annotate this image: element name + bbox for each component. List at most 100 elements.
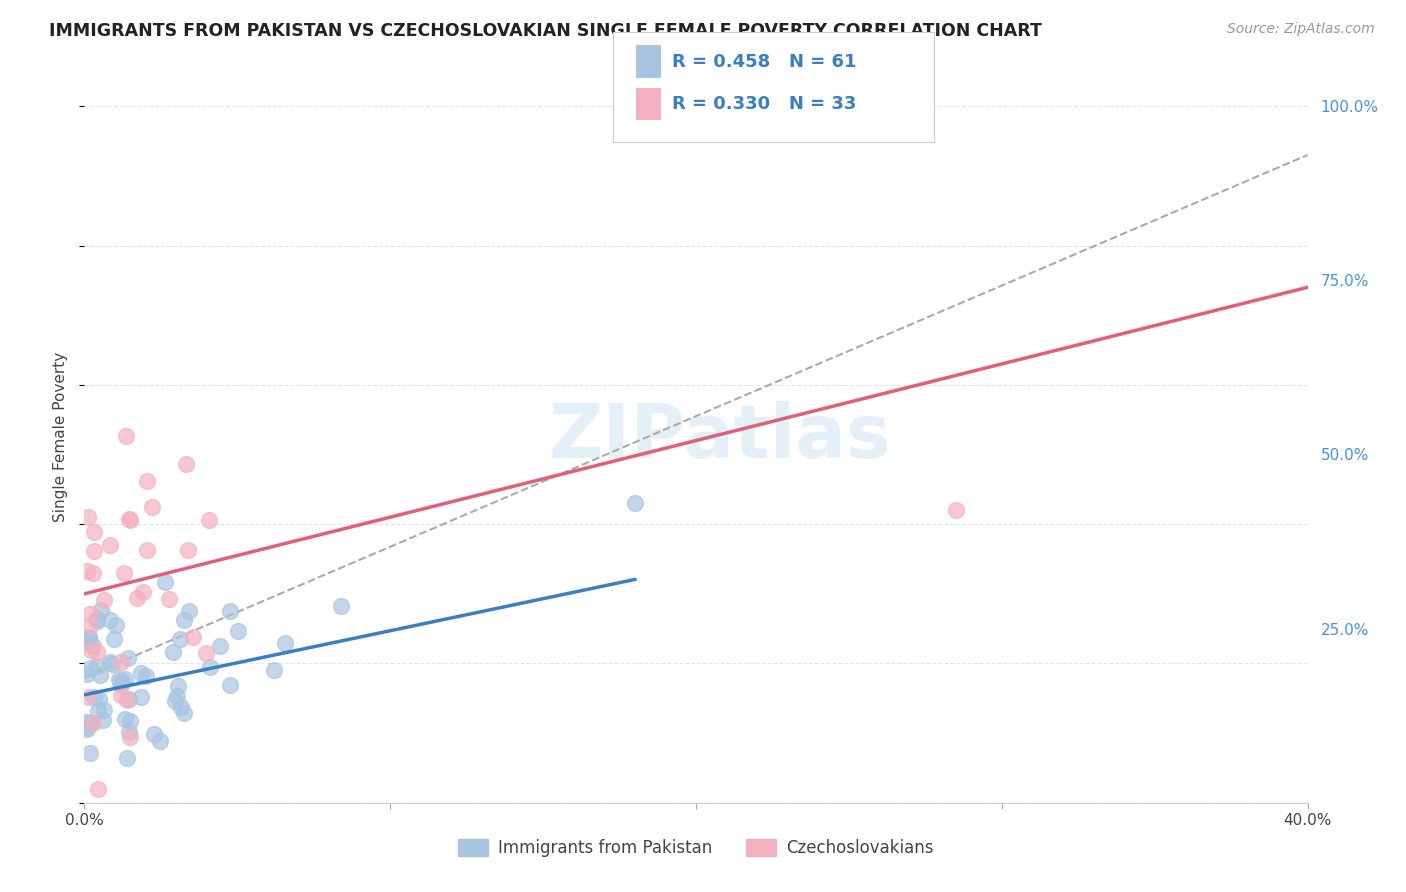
Immigrants from Pakistan <box>89 667 111 681</box>
Immigrants from Pakistan <box>173 614 195 628</box>
Czechoslovakians <box>945 503 967 517</box>
Immigrants from Pakistan <box>77 631 100 645</box>
Immigrants from Pakistan <box>149 734 172 748</box>
Immigrants from Pakistan <box>330 599 353 614</box>
Immigrants from Pakistan <box>162 645 184 659</box>
Czechoslovakians <box>174 458 197 472</box>
Immigrants from Pakistan <box>170 700 193 714</box>
Immigrants from Pakistan <box>169 632 191 646</box>
Immigrants from Pakistan <box>79 746 101 760</box>
Immigrants from Pakistan <box>228 624 250 638</box>
Immigrants from Pakistan <box>108 675 131 690</box>
Immigrants from Pakistan <box>82 640 104 654</box>
Czechoslovakians <box>76 510 98 524</box>
Immigrants from Pakistan <box>87 704 110 718</box>
Czechoslovakians <box>131 585 153 599</box>
Czechoslovakians <box>82 566 104 581</box>
Immigrants from Pakistan <box>86 612 108 626</box>
Immigrants from Pakistan <box>165 694 187 708</box>
Immigrants from Pakistan <box>117 725 139 739</box>
Immigrants from Pakistan <box>103 632 125 647</box>
Czechoslovakians <box>181 630 204 644</box>
Immigrants from Pakistan <box>179 604 201 618</box>
Czechoslovakians <box>93 592 115 607</box>
Czechoslovakians <box>120 514 142 528</box>
Czechoslovakians <box>136 543 159 558</box>
Immigrants from Pakistan <box>118 691 141 706</box>
Y-axis label: Single Female Poverty: Single Female Poverty <box>53 352 69 522</box>
Czechoslovakians <box>118 512 141 526</box>
Immigrants from Pakistan <box>114 712 136 726</box>
Immigrants from Pakistan <box>110 678 132 692</box>
Czechoslovakians <box>79 607 101 621</box>
Czechoslovakians <box>115 429 138 443</box>
Text: R = 0.458   N = 61: R = 0.458 N = 61 <box>672 53 856 70</box>
Immigrants from Pakistan <box>624 496 647 510</box>
Czechoslovakians <box>176 543 198 558</box>
Immigrants from Pakistan <box>129 690 152 704</box>
Czechoslovakians <box>112 566 135 580</box>
Czechoslovakians <box>76 564 98 578</box>
Text: ZIPatlas: ZIPatlas <box>550 401 891 474</box>
Immigrants from Pakistan <box>79 661 101 675</box>
Czechoslovakians <box>898 120 921 134</box>
Text: R = 0.330   N = 33: R = 0.330 N = 33 <box>672 95 856 113</box>
Czechoslovakians <box>141 500 163 514</box>
Immigrants from Pakistan <box>218 604 240 618</box>
Czechoslovakians <box>157 591 180 606</box>
Immigrants from Pakistan <box>120 714 142 728</box>
Czechoslovakians <box>194 646 217 660</box>
Czechoslovakians <box>87 781 110 796</box>
Immigrants from Pakistan <box>117 651 139 665</box>
Czechoslovakians <box>110 688 132 702</box>
Czechoslovakians <box>76 690 98 704</box>
Immigrants from Pakistan <box>79 716 101 731</box>
Legend: Immigrants from Pakistan, Czechoslovakians: Immigrants from Pakistan, Czechoslovakia… <box>451 832 941 864</box>
Czechoslovakians <box>125 591 148 606</box>
Immigrants from Pakistan <box>114 672 136 686</box>
Immigrants from Pakistan <box>76 715 98 730</box>
Immigrants from Pakistan <box>200 660 222 674</box>
Immigrants from Pakistan <box>166 689 188 703</box>
Immigrants from Pakistan <box>76 720 98 734</box>
Immigrants from Pakistan <box>219 678 242 692</box>
Czechoslovakians <box>79 619 101 633</box>
Immigrants from Pakistan <box>173 706 195 721</box>
Czechoslovakians <box>136 474 159 488</box>
Immigrants from Pakistan <box>135 669 157 683</box>
Czechoslovakians <box>83 524 105 539</box>
Immigrants from Pakistan <box>166 679 188 693</box>
Immigrants from Pakistan <box>142 727 165 741</box>
Immigrants from Pakistan <box>100 655 122 669</box>
Immigrants from Pakistan <box>83 690 105 704</box>
Czechoslovakians <box>86 645 108 659</box>
Czechoslovakians <box>115 692 138 706</box>
Immigrants from Pakistan <box>100 613 122 627</box>
Immigrants from Pakistan <box>209 639 232 653</box>
Immigrants from Pakistan <box>131 666 153 681</box>
Immigrants from Pakistan <box>101 657 124 671</box>
Immigrants from Pakistan <box>87 692 110 706</box>
Czechoslovakians <box>120 730 142 744</box>
Czechoslovakians <box>110 656 132 670</box>
Text: Source: ZipAtlas.com: Source: ZipAtlas.com <box>1227 22 1375 37</box>
Immigrants from Pakistan <box>93 703 115 717</box>
Immigrants from Pakistan <box>93 714 115 728</box>
Immigrants from Pakistan <box>117 751 139 765</box>
Czechoslovakians <box>197 513 219 527</box>
Text: IMMIGRANTS FROM PAKISTAN VS CZECHOSLOVAKIAN SINGLE FEMALE POVERTY CORRELATION CH: IMMIGRANTS FROM PAKISTAN VS CZECHOSLOVAK… <box>49 22 1042 40</box>
Immigrants from Pakistan <box>76 633 98 648</box>
Immigrants from Pakistan <box>77 630 100 644</box>
Immigrants from Pakistan <box>108 673 131 687</box>
Immigrants from Pakistan <box>111 674 134 689</box>
Immigrants from Pakistan <box>76 722 98 736</box>
Immigrants from Pakistan <box>86 659 108 673</box>
Immigrants from Pakistan <box>155 575 177 590</box>
Immigrants from Pakistan <box>104 618 127 632</box>
Immigrants from Pakistan <box>274 636 297 650</box>
Immigrants from Pakistan <box>263 663 285 677</box>
Immigrants from Pakistan <box>90 603 112 617</box>
Immigrants from Pakistan <box>76 666 98 681</box>
Czechoslovakians <box>80 643 103 657</box>
Czechoslovakians <box>83 543 105 558</box>
